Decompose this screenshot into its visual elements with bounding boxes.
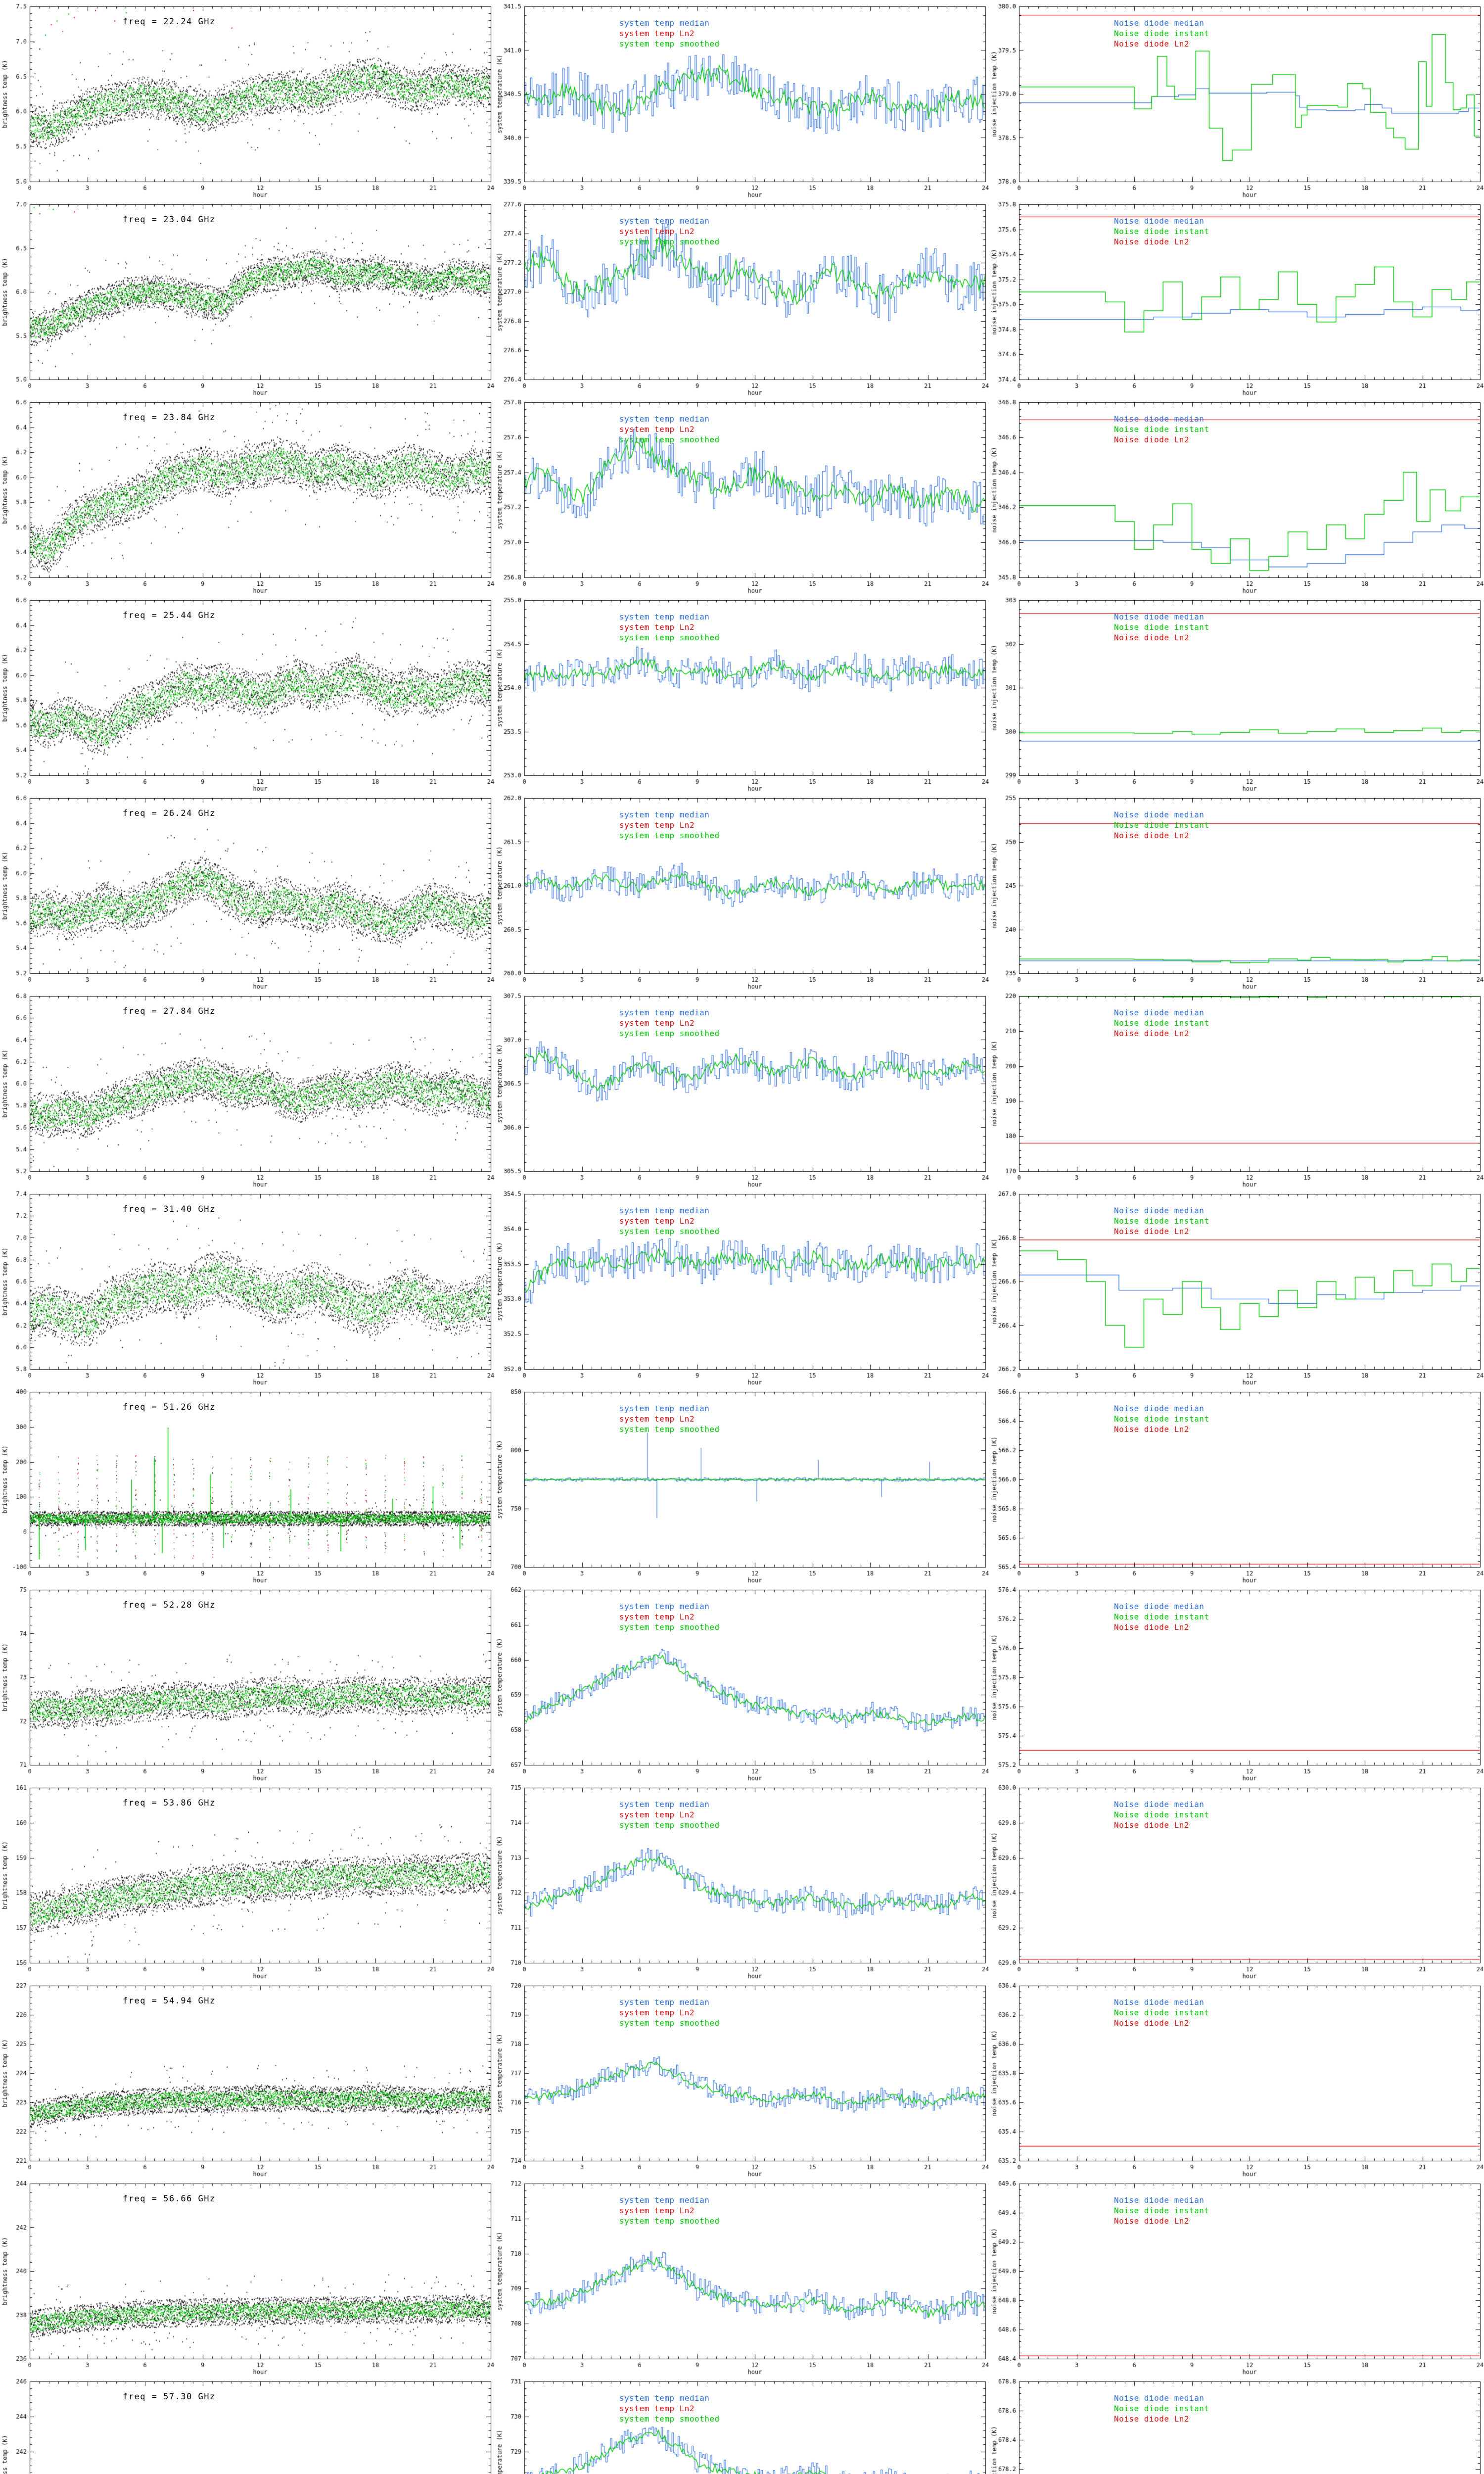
subplot-r12-c1: freq = 56.66 GHz [0,2177,495,2375]
noise-diode-canvas [989,1583,1484,1781]
subplot-r10-c1: freq = 53.86 GHz [0,1781,495,1979]
noise-diode-canvas [989,792,1484,990]
system-temp-canvas [495,1385,989,1583]
subplot-r13-c3: Noise diode median Noise diode instant Noi… [989,2375,1484,2474]
system-temp-canvas [495,2177,989,2375]
noise-diode-canvas [989,1781,1484,1979]
subplot-r9-c1: freq = 52.28 GHz [0,1583,495,1781]
brightness-temp-canvas [0,2375,495,2474]
subplot-r2-c2: system temp median system temp Ln2 system … [495,198,989,396]
system-temp-canvas [495,1188,989,1385]
subplot-r6-c2: system temp median system temp Ln2 system … [495,990,989,1188]
brightness-temp-canvas [0,792,495,990]
noise-diode-canvas [989,1979,1484,2177]
subplot-r11-c2: system temp median system temp Ln2 system … [495,1979,989,2177]
subplot-r8-c2: system temp median system temp Ln2 system … [495,1385,989,1583]
subplot-r7-c3: Noise diode median Noise diode instant Noi… [989,1188,1484,1385]
brightness-temp-canvas [0,0,495,198]
subplot-r7-c2: system temp median system temp Ln2 system … [495,1188,989,1385]
subplot-r9-c3: Noise diode median Noise diode instant Noi… [989,1583,1484,1781]
noise-diode-canvas [989,198,1484,396]
system-temp-canvas [495,1979,989,2177]
subplot-r5-c2: system temp median system temp Ln2 system … [495,792,989,990]
noise-diode-canvas [989,0,1484,198]
system-temp-canvas [495,792,989,990]
brightness-temp-canvas [0,990,495,1188]
brightness-temp-canvas [0,2177,495,2375]
subplot-r2-c3: Noise diode median Noise diode instant Noi… [989,198,1484,396]
noise-diode-canvas [989,1385,1484,1583]
brightness-temp-canvas [0,198,495,396]
subplot-r11-c3: Noise diode median Noise diode instant Noi… [989,1979,1484,2177]
system-temp-canvas [495,0,989,198]
subplot-r6-c3: Noise diode median Noise diode instant Noi… [989,990,1484,1188]
brightness-temp-canvas [0,1385,495,1583]
noise-diode-canvas [989,396,1484,594]
brightness-temp-canvas [0,1188,495,1385]
subplot-r5-c1: freq = 26.24 GHz [0,792,495,990]
subplot-r1-c3: Noise diode median Noise diode instant Noi… [989,0,1484,198]
noise-diode-canvas [989,1188,1484,1385]
subplot-r1-c1: freq = 22.24 GHz [0,0,495,198]
subplot-r6-c1: freq = 27.84 GHz [0,990,495,1188]
brightness-temp-canvas [0,396,495,594]
noise-diode-canvas [989,2177,1484,2375]
subplot-r8-c1: freq = 51.26 GHz [0,1385,495,1583]
subplot-r5-c3: Noise diode median Noise diode instant Noi… [989,792,1484,990]
subplot-r4-c2: system temp median system temp Ln2 system … [495,594,989,792]
system-temp-canvas [495,1781,989,1979]
system-temp-canvas [495,396,989,594]
subplot-r4-c1: freq = 25.44 GHz [0,594,495,792]
subplot-r3-c1: freq = 23.84 GHz [0,396,495,594]
system-temp-canvas [495,1583,989,1781]
subplot-r13-c1: freq = 57.30 GHz [0,2375,495,2474]
subplot-r11-c1: freq = 54.94 GHz [0,1979,495,2177]
subplot-r4-c3: Noise diode median Noise diode instant Noi… [989,594,1484,792]
noise-diode-canvas [989,2375,1484,2474]
subplot-r12-c2: system temp median system temp Ln2 system … [495,2177,989,2375]
subplot-r3-c2: system temp median system temp Ln2 system … [495,396,989,594]
subplot-r9-c2: system temp median system temp Ln2 system … [495,1583,989,1781]
subplot-r10-c3: Noise diode median Noise diode instant Noi… [989,1781,1484,1979]
system-temp-canvas [495,198,989,396]
system-temp-canvas [495,2375,989,2474]
noise-diode-canvas [989,594,1484,792]
brightness-temp-canvas [0,594,495,792]
subplot-r8-c3: Noise diode median Noise diode instant Noi… [989,1385,1484,1583]
subplot-r1-c2: system temp median system temp Ln2 system … [495,0,989,198]
subplot-r10-c2: system temp median system temp Ln2 system … [495,1781,989,1979]
noise-diode-canvas [989,990,1484,1188]
subplot-r2-c1: freq = 23.04 GHz [0,198,495,396]
subplot-r3-c3: Noise diode median Noise diode instant Noi… [989,396,1484,594]
system-temp-canvas [495,594,989,792]
subplot-r12-c3: Noise diode median Noise diode instant Noi… [989,2177,1484,2375]
subplot-r7-c1: freq = 31.40 GHz [0,1188,495,1385]
brightness-temp-canvas [0,1583,495,1781]
brightness-temp-canvas [0,1781,495,1979]
system-temp-canvas [495,990,989,1188]
subplot-r13-c2: system temp median system temp Ln2 system … [495,2375,989,2474]
brightness-temp-canvas [0,1979,495,2177]
